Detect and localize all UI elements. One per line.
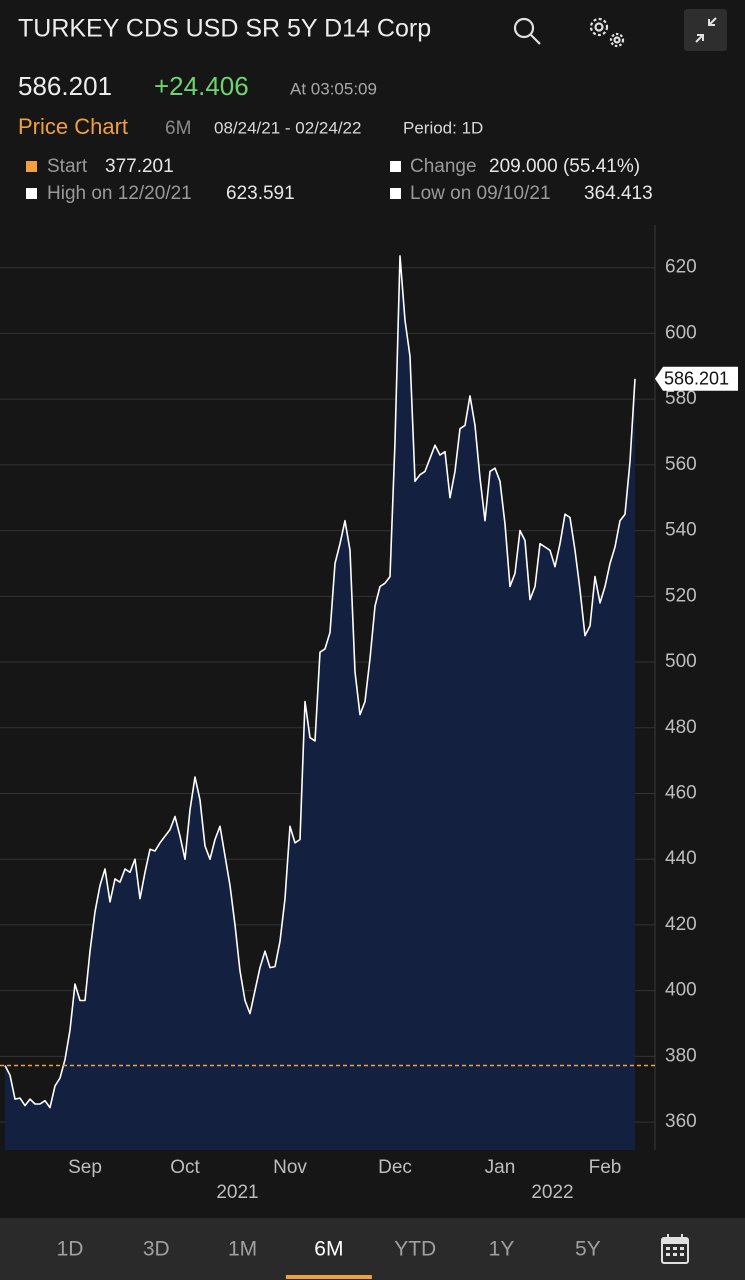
area [5, 255, 635, 1150]
quote-time: At 03:05:09 [290, 79, 377, 98]
last-price-tag-label: 586.201 [664, 369, 729, 389]
tab[interactable]: 6M [314, 1238, 343, 1261]
y-tick-label: 380 [665, 1045, 697, 1066]
tab[interactable]: 1Y [489, 1238, 515, 1261]
high-label: High on 12/20/21 [47, 183, 192, 204]
price-change: +24.406 [154, 71, 249, 101]
low-label: Low on 09/10/21 [410, 183, 551, 204]
y-tick-label: 520 [665, 585, 697, 606]
y-tick-label: 440 [665, 848, 697, 869]
x-tick-label: Feb [589, 1157, 622, 1178]
start-marker [26, 161, 37, 172]
tab-bar [0, 1218, 745, 1280]
calendar-button[interactable] [661, 1234, 689, 1264]
y-tick-label: 560 [665, 454, 697, 475]
high-marker [26, 188, 37, 199]
y-tick-label: 540 [665, 520, 697, 541]
y-tick-label: 460 [665, 782, 697, 803]
active-tab-indicator [285, 1275, 372, 1279]
date-range: 08/24/21 - 02/24/22 [214, 118, 361, 137]
y-tick-label: 580 [665, 388, 697, 409]
y-tick-label: 620 [665, 257, 697, 278]
y-tick-label: 420 [665, 914, 697, 935]
x-tick-label: Jan [485, 1157, 516, 1178]
chart: 360 380 400 420 440 460 480 500 520 540 560 580 600 6… [0, 225, 738, 1203]
x-tick-label: Sep [68, 1157, 102, 1178]
price-chart-label: Price Chart [18, 114, 128, 139]
tabs: 1D 3D 1M 6M YTD 1Y 5Y [57, 1238, 601, 1279]
x-tick-label: Dec [378, 1157, 412, 1178]
period: Period: 1D [403, 118, 483, 137]
tab[interactable]: 1D [57, 1238, 84, 1261]
change-label: Change [410, 156, 477, 177]
tab[interactable]: YTD [394, 1238, 436, 1261]
x-tick-label: Nov [273, 1157, 307, 1178]
price-line [4, 255, 636, 1109]
start-value: 377.201 [105, 156, 174, 177]
y-tick-label: 480 [665, 717, 697, 738]
y-tick-label: 600 [665, 322, 697, 343]
tab[interactable]: 5Y [575, 1238, 601, 1261]
last-price: 586.201 [18, 71, 112, 101]
x-year-label: 2021 [216, 1182, 258, 1203]
search-icon[interactable] [513, 17, 541, 45]
range-button[interactable]: 6M [165, 118, 191, 139]
x-year-label: 2022 [531, 1182, 573, 1203]
change-value: 209.000 (55.41%) [489, 156, 640, 177]
y-tick-label: 400 [665, 980, 697, 1001]
y-tick-label: 360 [665, 1111, 697, 1132]
tab[interactable]: 1M [228, 1238, 257, 1261]
last-price-tag [655, 366, 738, 391]
collapse-button[interactable] [684, 9, 727, 51]
tab[interactable]: 3D [143, 1238, 170, 1261]
change-marker [390, 161, 401, 172]
low-value: 364.413 [584, 183, 653, 204]
y-tick-label: 500 [665, 651, 697, 672]
settings-icon[interactable] [589, 17, 625, 48]
start-label: Start [47, 156, 88, 177]
low-marker [390, 188, 401, 199]
x-tick-label: Oct [170, 1157, 200, 1178]
high-value: 623.591 [226, 183, 295, 204]
security-title: TURKEY CDS USD SR 5Y D14 Corp [18, 15, 431, 43]
